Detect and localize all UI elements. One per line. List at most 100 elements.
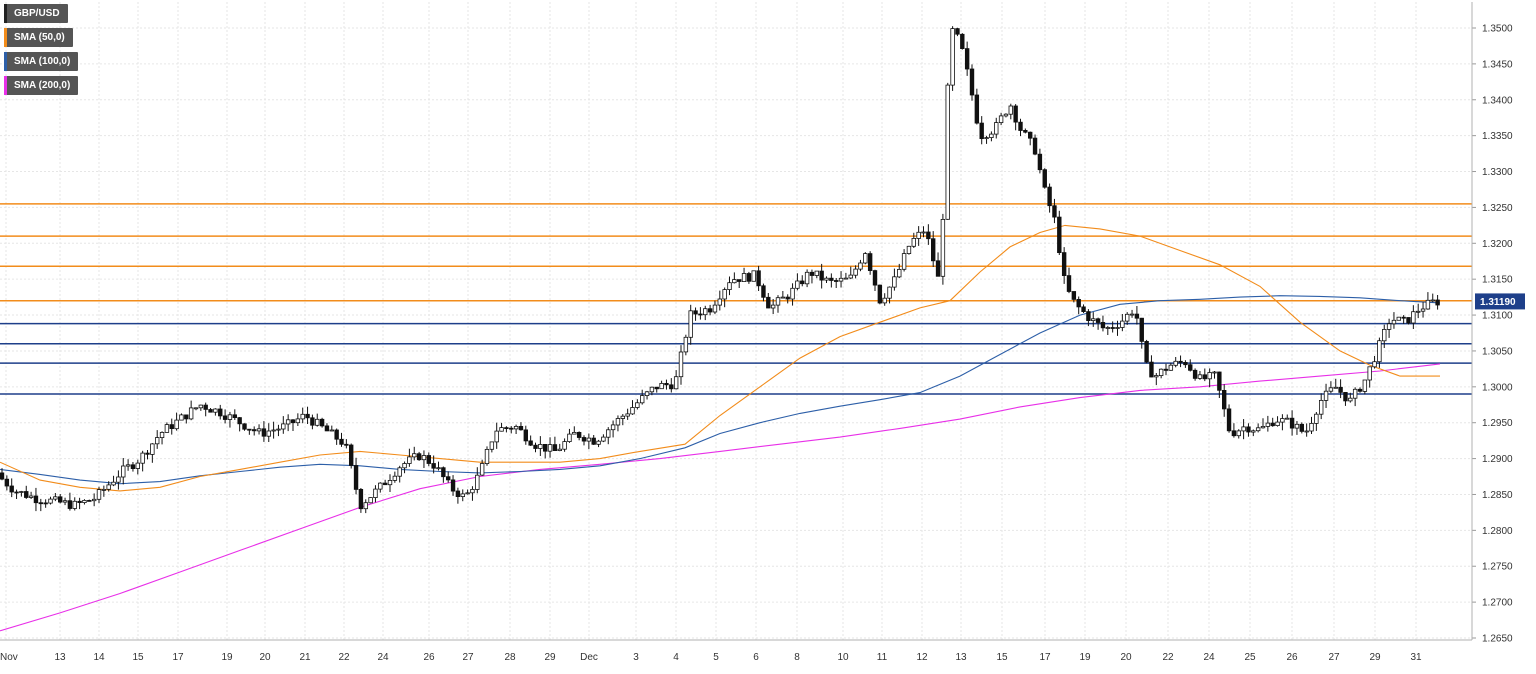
candle-down: [242, 423, 247, 430]
candle-up: [838, 277, 844, 282]
legend-label: SMA (100,0): [14, 56, 71, 67]
candle-up: [329, 429, 334, 432]
candle-down: [319, 418, 325, 427]
y-tick-label: 1.3000: [1482, 382, 1513, 393]
candle-down: [334, 429, 339, 440]
candle-up: [1367, 366, 1372, 381]
candle-up: [295, 418, 301, 424]
candle-up: [727, 282, 732, 291]
candle-up: [790, 287, 795, 300]
candle-down: [1338, 386, 1343, 393]
candle-up: [615, 418, 621, 426]
candle-up: [513, 425, 519, 430]
candle-up: [814, 270, 819, 276]
candle-down: [203, 404, 208, 410]
candle-down: [576, 431, 582, 438]
candle-down: [1149, 361, 1154, 378]
candle-down: [1178, 360, 1183, 363]
candle-down: [756, 270, 761, 287]
candle-down: [184, 414, 189, 420]
candle-down: [441, 467, 446, 478]
candle-down: [43, 502, 48, 505]
candle-down: [935, 260, 941, 277]
candle-up: [1265, 422, 1271, 427]
y-tick-label: 1.3500: [1482, 24, 1513, 35]
legend-swatch: [4, 76, 7, 95]
candle-down: [800, 280, 805, 285]
sma-lines: [0, 224, 1441, 632]
candle-down: [247, 428, 252, 431]
candle-down: [528, 440, 533, 446]
sma50-line: [0, 224, 1440, 492]
candle-up: [882, 297, 887, 304]
candle-up: [1391, 319, 1397, 325]
candle-up: [596, 440, 601, 445]
candle-down: [1023, 129, 1028, 133]
candle-up: [848, 274, 853, 279]
candle-down: [1086, 311, 1091, 322]
candle-down: [1018, 121, 1023, 131]
candle-up: [538, 443, 543, 449]
candle-down: [382, 482, 388, 486]
x-tick-label: 20: [259, 652, 271, 663]
candle-down: [533, 444, 538, 449]
candle-down: [1343, 391, 1348, 402]
candle-down: [344, 443, 349, 446]
candle-up: [378, 482, 383, 490]
candle-up: [82, 499, 87, 503]
x-tick-label: 27: [462, 652, 474, 663]
candle-up: [1420, 308, 1426, 312]
candle-up: [1255, 427, 1261, 432]
candle-up: [1275, 421, 1280, 427]
candle-up: [174, 419, 179, 430]
candle-up: [436, 467, 441, 470]
candle-up: [19, 491, 24, 493]
candle-down: [669, 384, 674, 390]
candle-down: [819, 270, 824, 281]
candle-up: [1173, 360, 1178, 366]
grid-layer: [0, 2, 1472, 640]
x-tick-label: 22: [338, 652, 350, 663]
candle-down: [737, 279, 742, 282]
candle-down: [1163, 368, 1169, 371]
candle-down: [867, 253, 873, 272]
candle-down: [543, 443, 548, 452]
candle-up: [363, 502, 368, 510]
candle-up: [780, 296, 786, 299]
candle-up: [1197, 374, 1203, 379]
candle-up: [1158, 368, 1164, 377]
candle-up: [640, 395, 645, 404]
candle-up: [227, 414, 233, 420]
candle-up: [213, 408, 218, 413]
candle-down: [974, 94, 980, 124]
candle-down: [1042, 169, 1047, 188]
candle-down: [761, 285, 766, 298]
candle-down: [1188, 364, 1193, 371]
candle-up: [625, 413, 630, 417]
candle-down: [964, 48, 970, 70]
candle-down: [654, 386, 659, 390]
candle-down: [931, 238, 936, 262]
candle-up: [1008, 105, 1013, 115]
x-tick-label: 11: [877, 652, 888, 663]
x-tick-label: Dec: [580, 652, 598, 663]
candle-up: [179, 414, 184, 421]
candle-up: [1362, 379, 1368, 392]
candle-up: [717, 298, 722, 306]
candle-down: [1226, 408, 1232, 432]
candle-down: [1299, 423, 1304, 432]
candle-up: [116, 476, 121, 483]
candle-up: [1386, 323, 1392, 330]
candle-down: [261, 428, 267, 437]
y-tick-label: 1.2800: [1482, 526, 1513, 537]
candle-up: [887, 286, 892, 299]
candle-down: [445, 476, 451, 481]
candle-up: [921, 231, 926, 234]
candle-up: [572, 431, 577, 435]
candle-down: [1144, 340, 1149, 363]
candle-up: [843, 277, 849, 280]
candle-down: [979, 122, 984, 139]
candle-up: [853, 268, 858, 276]
